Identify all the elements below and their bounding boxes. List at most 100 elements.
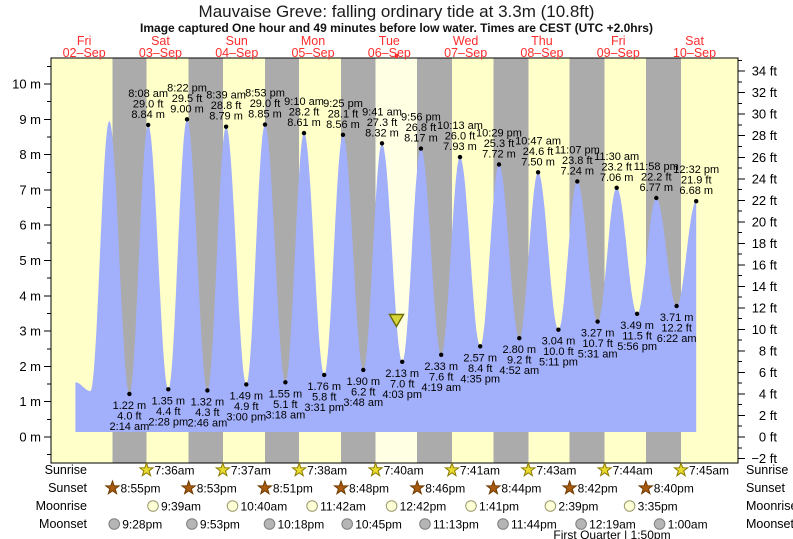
moonset-circle-icon [341,518,354,530]
meters-axis-label: 3 m [19,324,41,339]
high-tide-label: 7.24 m [560,165,594,177]
feet-axis-label: 22 ft [752,193,778,208]
high-tide-dot [418,146,424,151]
low-tide-label: 1.32 m [191,396,225,408]
sunset-time: 8:51pm [273,482,313,496]
feet-axis-label: −2 ft [751,451,777,466]
moonrise-circle-icon [544,500,557,512]
moonrise-time: 9:39am [161,500,201,514]
high-tide-label: 26.0 ft [445,131,476,143]
low-tide-label: 1.90 m [346,376,380,388]
low-tide-dot [322,372,327,378]
low-tide-label: 3.71 m [660,312,694,324]
sunset-time: 8:53pm [197,482,237,496]
feet-axis-label: 2 ft [759,408,777,423]
meters-axis-label: 6 m [19,218,41,233]
day-date-label: 03–Sep [139,46,182,60]
feet-axis-label: 14 ft [752,279,778,294]
high-tide-label: 29.0 ft [133,98,164,110]
meters-axis-label: 0 m [19,430,41,445]
high-tide-dot [694,199,699,204]
high-tide-label: 8:53 pm [245,88,285,100]
low-tide-label: 5.1 ft [273,399,297,411]
sunrise-star-icon [596,461,613,477]
moonset-circle-icon [419,518,431,530]
low-tide-dot [244,382,249,387]
low-tide-label: 2.33 m [424,361,458,373]
moonrise-time: 2:39pm [558,500,598,514]
day-name-label: Wed [453,34,479,48]
high-tide-label: 9:56 pm [401,112,441,124]
feet-axis-label: 28 ft [752,128,778,143]
low-tide-label: 1.22 m [113,400,147,412]
high-tide-dot [146,122,151,128]
sunrise-time: 7:37am [231,464,271,478]
sunrise-star-icon [520,461,537,477]
low-tide-label: 5.8 ft [312,391,336,403]
sunset-star-icon [637,479,654,495]
day-name-label: Sun [226,34,248,48]
moonrise-circle-icon [226,500,239,512]
high-tide-dot [379,141,385,146]
moonset-time: 10:18pm [277,518,324,532]
moonrise-time: 3:35pm [638,500,678,514]
high-tide-label: 10:29 pm [476,127,522,139]
high-tide-label: 8.84 m [131,109,165,121]
sunrise-time: 7:45am [689,464,729,478]
low-tide-label: 3.04 m [542,336,576,348]
moon-phase-note: First Quarter | 1:50pm [553,528,671,539]
meters-axis-label: 8 m [19,147,41,162]
low-tide-dot [517,336,522,341]
low-tide-label: 4.9 ft [234,401,258,413]
feet-axis-label: 26 ft [752,150,778,165]
high-tide-label: 11:58 pm [634,161,679,173]
sunset-star-icon [104,479,121,495]
sunrise-star-icon [138,461,155,477]
sunset-time: 8:55pm [120,482,160,496]
meters-axis-label: 9 m [19,112,41,127]
low-tide-dot [674,303,679,309]
feet-axis-label: 6 ft [759,365,777,380]
moonset-circle-icon [186,518,198,530]
day-date-label: 08–Sep [520,46,563,60]
low-tide-dot [478,344,483,349]
feet-axis-label: 24 ft [752,171,778,186]
sunrise-time: 7:36am [154,464,194,478]
day-name-label: Sat [685,34,704,48]
high-tide-label: 28.1 ft [328,108,359,120]
high-tide-label: 28.8 ft [211,100,242,112]
moonrise-time: 12:42pm [400,500,447,514]
sunset-star-icon [332,479,350,495]
high-tide-label: 23.2 ft [601,161,632,173]
low-tide-label: 5:56 pm [617,341,657,353]
high-tide-label: 28.2 ft [289,107,320,119]
high-tide-label: 8.85 m [248,109,282,121]
high-tide-label: 9.00 m [170,103,204,115]
day-date-label: 06–Sep [368,46,411,60]
low-tide-dot [634,311,640,316]
meters-axis-label: 1 m [19,394,41,409]
feet-axis-label: 32 ft [752,85,778,100]
feet-axis-label: 30 ft [752,107,778,122]
moonset-circle-icon [108,518,120,530]
moonrise-row-label-right: Moonrise [746,499,793,513]
sunset-star-icon [409,479,426,495]
high-tide-label: 12:32 pm [673,164,719,176]
tide-curve [75,119,697,433]
high-tide-dot [614,185,619,190]
meters-axis-label: 2 m [19,359,41,374]
low-tide-label: 4.4 ft [156,406,180,418]
low-tide-dot [205,388,210,393]
high-tide-label: 6.77 m [639,182,673,194]
moonset-circle-icon [575,518,587,530]
sunrise-time: 7:43am [536,464,576,478]
high-tide-dot [654,195,659,201]
low-tide-label: 4.3 ft [195,407,219,419]
high-tide-label: 9:41 am [362,106,402,118]
high-tide-label: 8:22 pm [167,82,207,94]
moonrise-time: 1:41pm [479,500,519,514]
moonset-row-label-left: Moonset [39,517,87,531]
sunrise-row-label-left: Sunrise [44,463,87,477]
high-tide-label: 8.17 m [404,133,438,145]
